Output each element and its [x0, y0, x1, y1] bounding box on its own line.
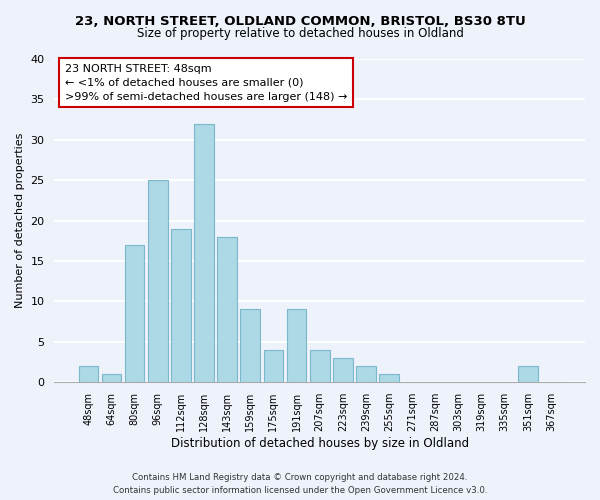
Bar	[263, 350, 283, 382]
Bar	[241, 310, 260, 382]
Bar	[125, 245, 145, 382]
Bar	[356, 366, 376, 382]
Bar	[333, 358, 353, 382]
Text: 23 NORTH STREET: 48sqm
← <1% of detached houses are smaller (0)
>99% of semi-det: 23 NORTH STREET: 48sqm ← <1% of detached…	[65, 64, 347, 102]
Text: Size of property relative to detached houses in Oldland: Size of property relative to detached ho…	[137, 28, 463, 40]
Bar	[287, 310, 307, 382]
Title: 23, NORTH STREET, OLDLAND COMMON, BRISTOL, BS30 8TU
Size of property relative to: 23, NORTH STREET, OLDLAND COMMON, BRISTO…	[0, 499, 1, 500]
Bar	[194, 124, 214, 382]
Bar	[310, 350, 329, 382]
Bar	[518, 366, 538, 382]
Text: Contains HM Land Registry data © Crown copyright and database right 2024.
Contai: Contains HM Land Registry data © Crown c…	[113, 474, 487, 495]
Bar	[101, 374, 121, 382]
Bar	[148, 180, 167, 382]
Bar	[217, 237, 237, 382]
X-axis label: Distribution of detached houses by size in Oldland: Distribution of detached houses by size …	[170, 437, 469, 450]
Text: 23, NORTH STREET, OLDLAND COMMON, BRISTOL, BS30 8TU: 23, NORTH STREET, OLDLAND COMMON, BRISTO…	[74, 15, 526, 28]
Y-axis label: Number of detached properties: Number of detached properties	[15, 133, 25, 308]
Bar	[79, 366, 98, 382]
Bar	[379, 374, 399, 382]
Bar	[171, 228, 191, 382]
